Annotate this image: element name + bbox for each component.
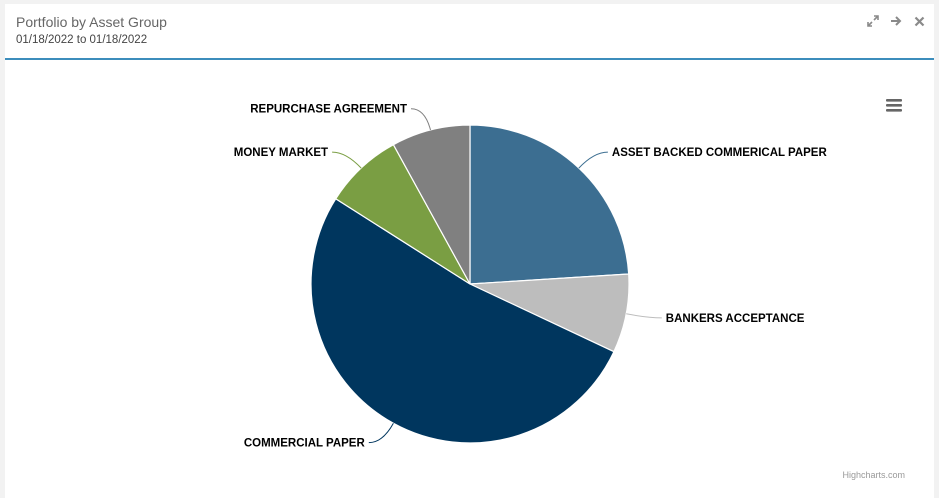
pie-slice-asset-backed-commerical-paper[interactable]: [469, 124, 630, 285]
pie-label: MONEY MARKET: [234, 147, 328, 159]
expand-icon[interactable]: [866, 14, 880, 28]
panel-header: Portfolio by Asset Group 01/18/2022 to 0…: [5, 4, 934, 60]
pie-connector: [578, 151, 608, 169]
pie-label: REPURCHASE AGREEMENT: [250, 104, 407, 116]
portfolio-panel: Portfolio by Asset Group 01/18/2022 to 0…: [5, 4, 934, 498]
pie-label: ASSET BACKED COMMERICAL PAPER: [612, 147, 828, 159]
arrow-right-icon[interactable]: [889, 14, 903, 28]
chart-menu-button[interactable]: [883, 96, 905, 116]
chart-area: ASSET BACKED COMMERICAL PAPER BANKERS ACC…: [5, 60, 934, 498]
pie-connector: [332, 151, 362, 169]
close-icon[interactable]: [912, 14, 926, 28]
panel-tools: [866, 14, 926, 28]
menu-line-icon: [886, 104, 902, 107]
pie-label: BANKERS ACCEPTANCE: [666, 313, 805, 325]
chart-credits[interactable]: Highcharts.com: [842, 470, 905, 480]
pie-slices: [310, 124, 630, 444]
menu-line-icon: [886, 109, 902, 112]
pie-slice-commercial-paper[interactable]: [310, 197, 615, 444]
pie-labels: ASSET BACKED COMMERICAL PAPER BANKERS ACC…: [234, 104, 828, 450]
pie-connector: [368, 423, 394, 444]
date-range: 01/18/2022 to 01/18/2022: [16, 34, 148, 46]
panel-title: Portfolio by Asset Group: [16, 14, 167, 30]
menu-line-icon: [886, 99, 902, 102]
pie-chart: ASSET BACKED COMMERICAL PAPER BANKERS ACC…: [234, 96, 905, 480]
pie-label: COMMERCIAL PAPER: [244, 438, 366, 450]
pie-connectors: [332, 108, 662, 444]
pie-connector: [410, 108, 431, 131]
pie-connector: [626, 313, 662, 319]
